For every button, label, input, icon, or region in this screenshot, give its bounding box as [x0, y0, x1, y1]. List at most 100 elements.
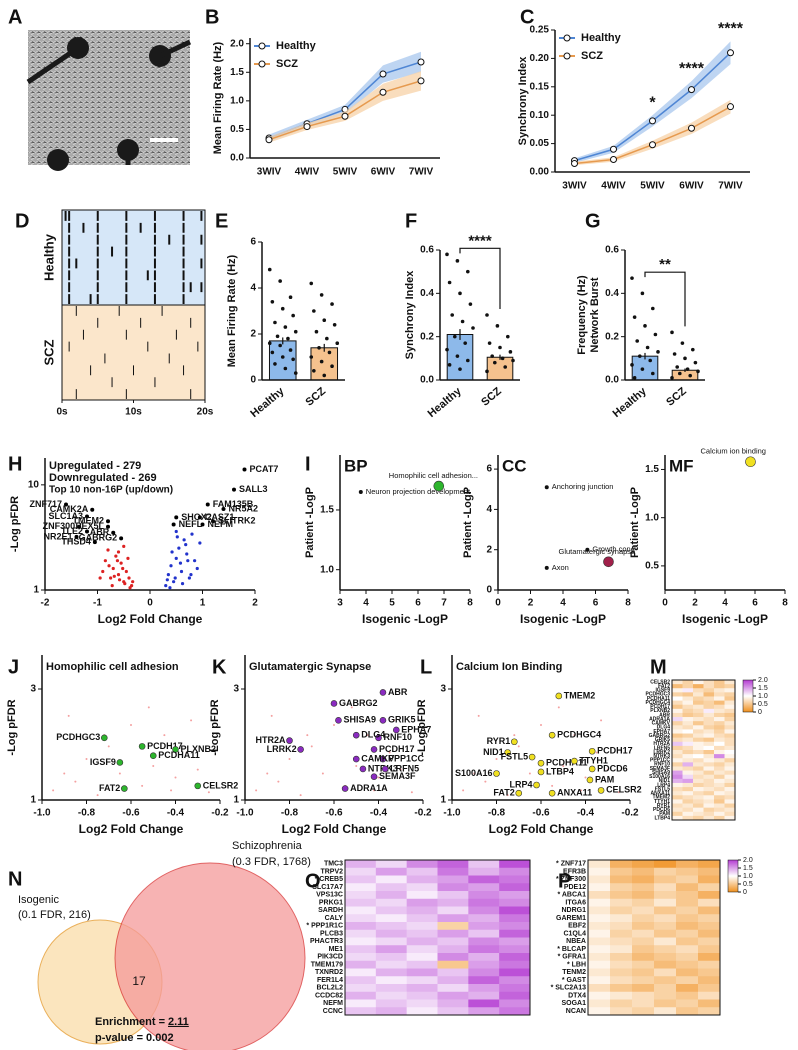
heatmap-cell: [724, 811, 736, 817]
heatmap-cell: [682, 737, 694, 743]
p-value: p-value = 0.002: [95, 1032, 174, 1044]
data-point: [187, 576, 191, 580]
bar: [631, 355, 659, 381]
heatmap-cell: [724, 815, 736, 821]
heatmap-cell: [703, 782, 715, 788]
row-label: ADRA1A: [649, 716, 670, 722]
heatmap-cell: [345, 929, 377, 938]
heatmap-cell: [698, 960, 721, 969]
data-point: [610, 156, 617, 164]
highlighted-point: [510, 738, 518, 746]
heatmap-cell: [632, 945, 655, 954]
heatmap-cell: [654, 991, 677, 1000]
row-label: TXNRD2: [315, 969, 343, 976]
heatmap-cell: [468, 968, 500, 977]
heatmap-cell: [693, 807, 704, 813]
row-label: GABRG2: [649, 733, 671, 739]
heatmap-cell: [672, 815, 683, 821]
point-label: GABRG2: [339, 698, 378, 708]
heatmap-cell: [345, 906, 377, 915]
row-label: * ZNF717: [556, 861, 586, 868]
panel-label: C: [520, 6, 534, 28]
data-point: [288, 348, 293, 352]
heatmap-cell: [437, 867, 469, 876]
heatmap-cell: [676, 867, 699, 876]
heatmap-cell: [703, 729, 715, 734]
heatmap-cell: [632, 914, 655, 923]
heatmap-cell: [714, 778, 725, 784]
data-point: [688, 124, 695, 132]
data-point: [379, 70, 387, 78]
heatmap-cell: [698, 991, 721, 1000]
x-axis-label: Isogenic -LogP: [682, 612, 768, 626]
heatmap-cell: [682, 684, 694, 689]
data-point: [688, 373, 692, 378]
data-point: [273, 362, 277, 366]
data-point: [85, 758, 88, 761]
heatmap-cell: [610, 945, 633, 954]
data-point: [417, 58, 425, 66]
data-point: [341, 112, 349, 120]
data-point: [453, 334, 457, 339]
y-axis-label: Patient -LogP: [304, 487, 316, 558]
data-point: [267, 341, 272, 346]
heatmap-cell: [654, 1007, 677, 1016]
data-point: [270, 350, 275, 355]
y-tick-label: 1: [30, 795, 36, 806]
panel-label: D: [15, 210, 29, 232]
highlighted-point: [77, 524, 82, 529]
heatmap-cell: [345, 898, 377, 907]
heatmap-cell: [468, 875, 500, 884]
heatmap-cell: [610, 937, 633, 946]
data-point: [163, 734, 166, 737]
heatmap-cell: [406, 914, 438, 923]
heatmap-cell: [714, 770, 725, 776]
heatmap-cell: [588, 906, 611, 915]
heatmap-cell: [588, 922, 611, 931]
heatmap-cell: [588, 953, 611, 962]
row-label: NDRG1: [561, 907, 586, 914]
highlighted-point: [297, 746, 304, 753]
heatmap-cell: [714, 787, 725, 792]
heatmap-cell: [714, 708, 725, 714]
x-tick-label: -0.8: [488, 808, 506, 819]
point-label: CAMK2A: [50, 504, 89, 514]
row-label: NID1: [659, 778, 671, 784]
heatmap-cell: [375, 906, 407, 915]
heatmap-cell: [714, 815, 725, 821]
data-point: [466, 358, 470, 363]
point-label: EPHA7: [401, 724, 431, 734]
heatmap-cell: [672, 799, 683, 804]
highlighted-point: [379, 689, 387, 696]
heatmap-cell: [724, 750, 736, 755]
heatmap-cell: [437, 883, 469, 892]
enrichment-value: 2.11: [168, 1016, 189, 1028]
heatmap-cell: [682, 770, 694, 776]
data-point: [280, 306, 285, 311]
row-label: CCDC82: [315, 992, 343, 999]
data-point: [270, 300, 275, 304]
heatmap-cell: [693, 791, 704, 796]
data-point: [606, 768, 609, 771]
heatmap-cell: [588, 968, 611, 977]
highlighted-point: [745, 456, 756, 468]
y-tick-label: 1: [33, 585, 39, 596]
heatmap-cell: [345, 867, 377, 876]
data-point: [310, 745, 313, 748]
data-point: [118, 772, 121, 775]
heatmap-cell: [654, 960, 677, 969]
heatmap-cell: [676, 914, 699, 923]
highlighted-point: [571, 757, 578, 765]
heatmap-cell: [724, 787, 736, 792]
legend-note: Top 10 non-16P (up/down): [49, 485, 173, 496]
highlighted-point: [335, 717, 342, 724]
heatmap-cell: [588, 883, 611, 892]
heatmap-cell: [703, 745, 715, 751]
row-label: LRRK2: [653, 749, 670, 755]
highlighted-point: [242, 467, 247, 472]
heatmap-cell: [499, 968, 531, 977]
y-tick-label: 0.4: [605, 288, 619, 299]
row-label: NEFM: [323, 1000, 343, 1007]
heatmap-cell: [437, 891, 469, 900]
heatmap-cell: [468, 999, 500, 1008]
